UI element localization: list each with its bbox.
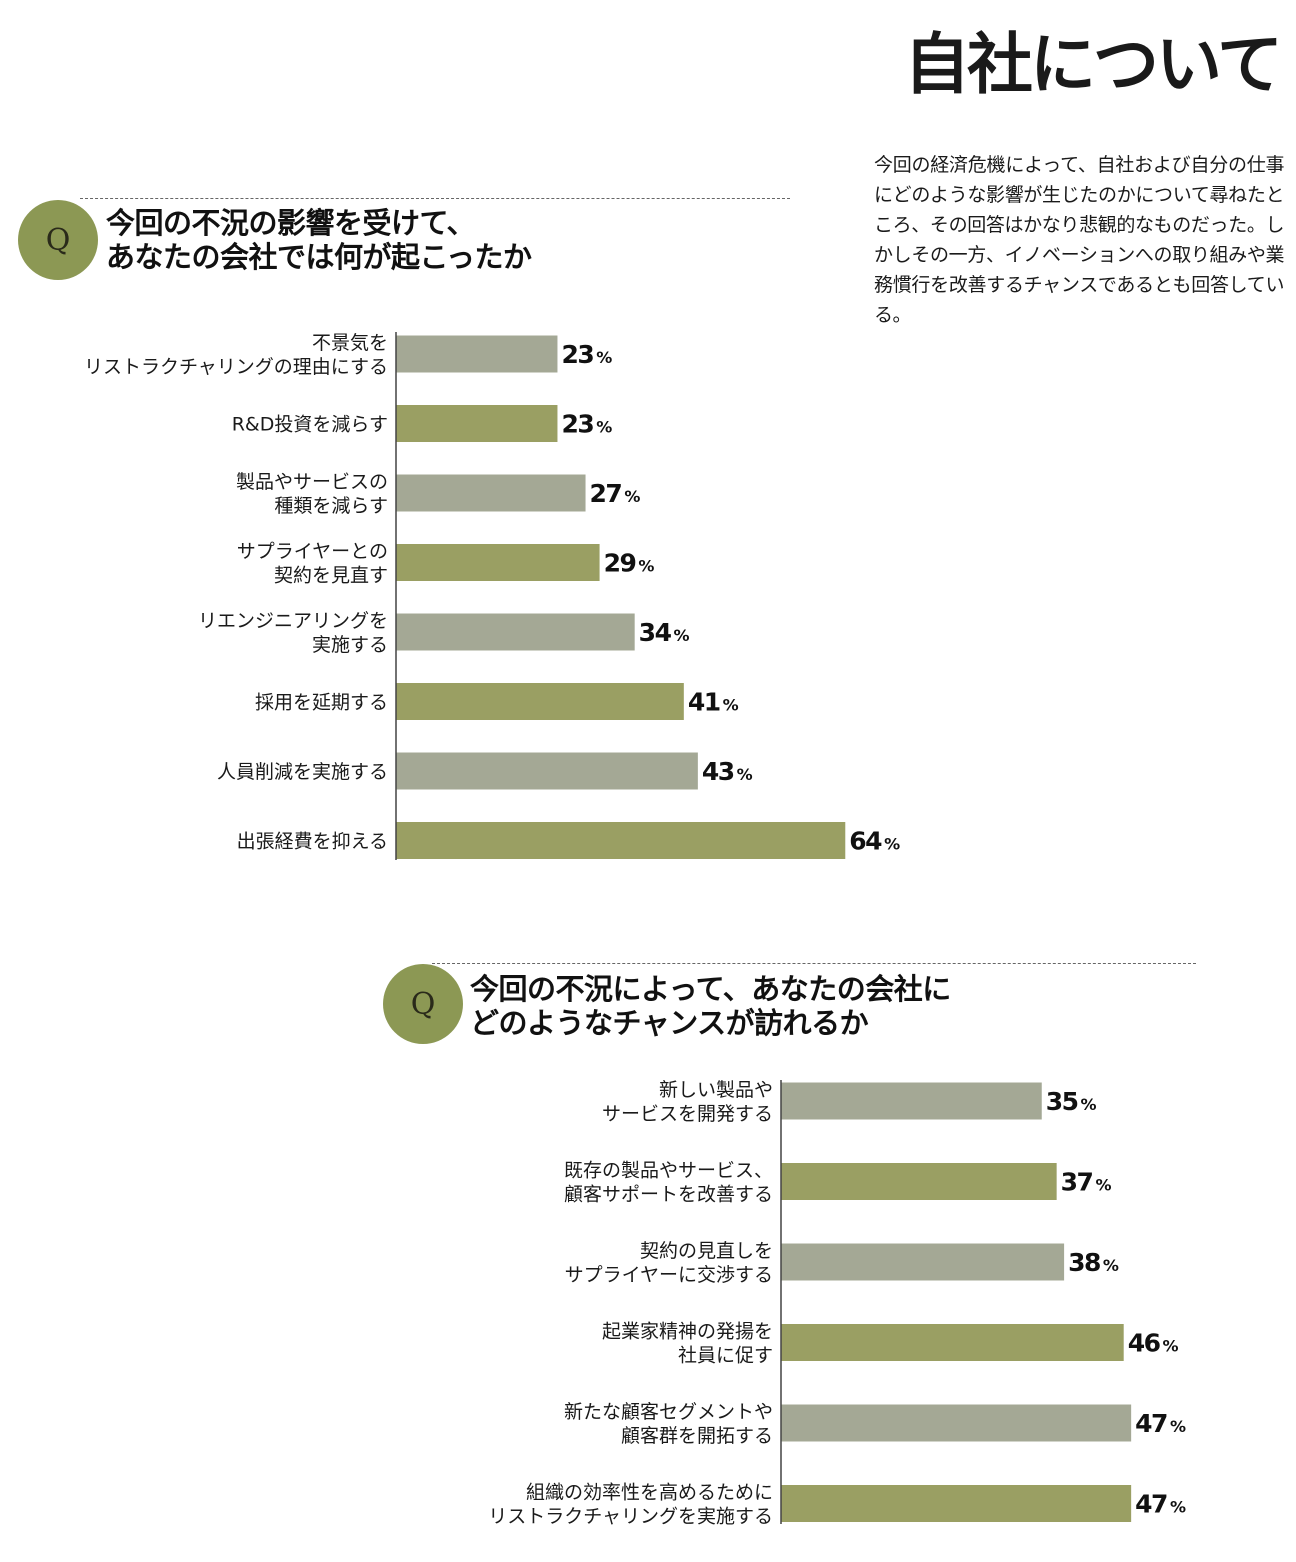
chart1-category-label-3: 製品やサービスの種類を減らす <box>236 471 388 517</box>
chart1-q-badge: Q <box>18 200 98 280</box>
chart1-bar-3 <box>396 474 586 512</box>
chart2-bar-3 <box>781 1243 1065 1281</box>
chart1-bar-5 <box>396 613 635 651</box>
chart2-divider <box>432 963 1196 964</box>
chart1-category-label-6: 採用を延期する <box>255 692 388 714</box>
chart2-category-label-5: 新たな顧客セグメントや顧客群を開拓する <box>564 1401 773 1447</box>
chart2-value-label-5: 47% <box>1135 1409 1186 1438</box>
intro-text: 今回の経済危機によって、自社および自分の仕事にどのような影響が生じたのかについて… <box>874 154 1285 326</box>
chart2-q-badge: Q <box>383 964 463 1044</box>
chart2-question-title: 今回の不況によって、あなたの会社に どのようなチャンスが訪れるか <box>470 972 951 1040</box>
page-title: 自社について <box>903 25 1283 103</box>
chart1-category-label-8: 出張経費を抑える <box>237 831 388 853</box>
chart1-bar-7 <box>396 752 698 790</box>
chart1-question-title: 今回の不況の影響を受けて、 あなたの会社では何が起こったか <box>106 206 532 274</box>
chart2-category-label-4: 起業家精神の発揚を社員に促す <box>602 1321 773 1367</box>
chart2-category-label-2: 既存の製品やサービス、顧客サポートを改善する <box>564 1160 773 1206</box>
chart1-category-label-4: サプライヤーとの契約を見直す <box>237 541 388 587</box>
chart1-value-label-8: 64% <box>849 827 900 856</box>
chart1-value-label-2: 23% <box>561 410 612 439</box>
chart1-value-label-5: 34% <box>639 618 690 647</box>
chart2-bar-4 <box>781 1324 1124 1361</box>
chart2-value-label-4: 46% <box>1128 1329 1179 1358</box>
chart2-bar-1 <box>781 1082 1042 1120</box>
chart1-category-label-2: R&D投資を減らす <box>232 414 388 436</box>
chart2-category-label-1: 新しい製品やサービスを開発する <box>602 1079 773 1125</box>
chart1-value-label-1: 23% <box>561 340 612 369</box>
chart2-category-label-6: 組織の効率性を高めるためにリストラクチャリングを実施する <box>488 1482 773 1528</box>
chart1-value-label-3: 27% <box>590 479 641 508</box>
chart2-value-label-3: 38% <box>1068 1248 1119 1277</box>
chart2-value-label-1: 35% <box>1046 1087 1097 1116</box>
chart1-value-label-6: 41% <box>688 688 739 717</box>
chart1-value-label-4: 29% <box>604 549 655 578</box>
chart2-bar-5 <box>781 1404 1132 1442</box>
chart1-bar-1 <box>396 335 558 373</box>
chart1-value-label-7: 43% <box>702 757 753 786</box>
chart1-bar-6 <box>396 683 684 720</box>
chart1-divider <box>80 198 790 199</box>
chart1-bar-4 <box>396 544 600 581</box>
chart2-bar-2 <box>781 1163 1057 1200</box>
chart1-category-label-7: 人員削減を実施する <box>217 761 388 783</box>
chart1-category-label-5: リエンジニアリングを実施する <box>198 610 388 656</box>
chart1-bar-2 <box>396 405 558 442</box>
chart2-value-label-6: 47% <box>1135 1490 1186 1519</box>
chart2-value-label-2: 37% <box>1061 1168 1112 1197</box>
chart1-bar-8 <box>396 822 846 859</box>
chart1-category-label-1: 不景気をリストラクチャリングの理由にする <box>84 332 388 378</box>
chart2-bar-6 <box>781 1485 1132 1522</box>
chart2-category-label-3: 契約の見直しをサプライヤーに交渉する <box>565 1240 773 1286</box>
